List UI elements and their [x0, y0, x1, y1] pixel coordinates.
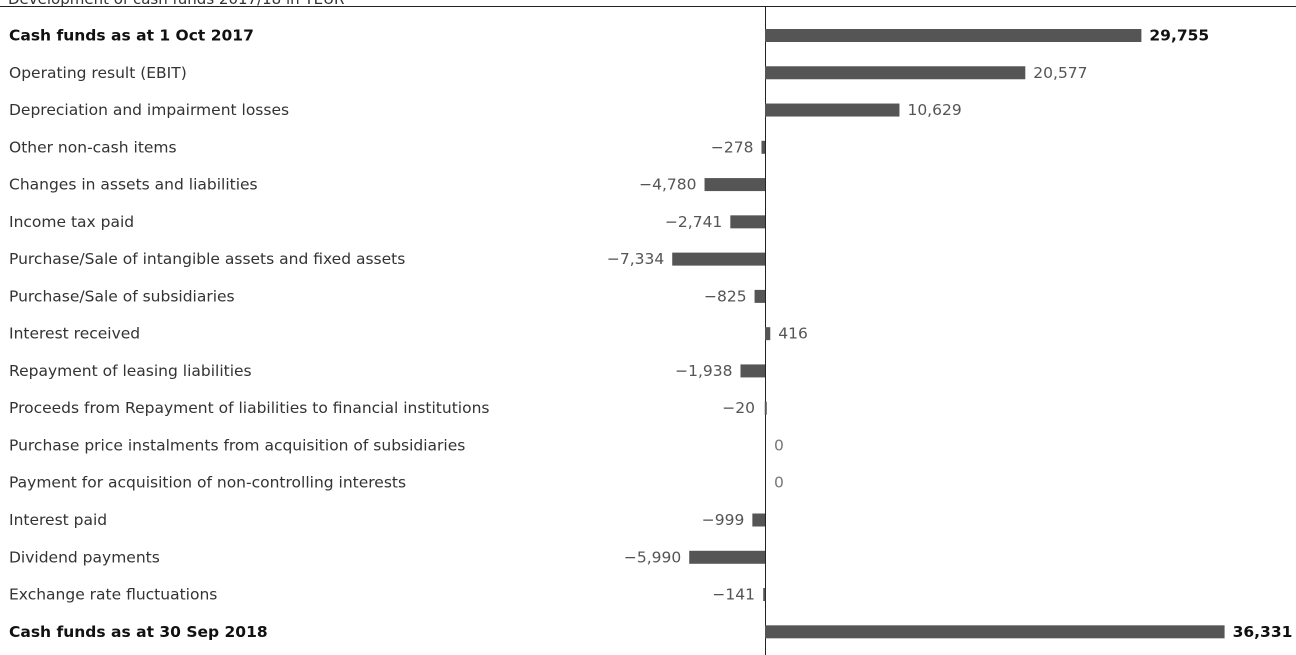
value-label: −4,780	[639, 176, 696, 194]
category-label: Income tax paid	[9, 213, 134, 231]
bar	[765, 103, 900, 117]
category-label: Depreciation and impairment losses	[9, 101, 289, 119]
category-label: Purchase price instalments from acquisit…	[9, 436, 465, 454]
value-label: 10,629	[907, 101, 961, 119]
category-label: Cash funds as at 30 Sep 2018	[9, 623, 268, 641]
category-label: Cash funds as at 1 Oct 2017	[9, 27, 254, 45]
value-label: 416	[778, 325, 808, 343]
bar	[730, 215, 765, 229]
category-label: Dividend payments	[9, 548, 160, 566]
value-label: −7,334	[607, 250, 664, 268]
bar	[672, 252, 765, 266]
value-label: −5,990	[624, 548, 681, 566]
bar	[704, 178, 765, 192]
bar	[740, 364, 765, 378]
bar	[761, 140, 765, 154]
bar	[765, 29, 1142, 42]
value-label: 29,755	[1149, 27, 1209, 45]
chart-rows: Cash funds as at 1 Oct 2017 29,755 Operati…	[9, 27, 1292, 641]
bar	[764, 401, 767, 415]
value-label: 0	[774, 436, 784, 454]
bar	[763, 588, 766, 602]
bar	[765, 327, 771, 341]
value-label: −825	[704, 287, 747, 305]
value-label: −999	[702, 511, 745, 529]
category-label: Proceeds from Repayment of liabilities t…	[9, 399, 489, 417]
chart-title: Development of cash funds 2017/18 in TEU…	[8, 0, 344, 8]
category-label: Other non-cash items	[9, 138, 177, 156]
value-label: 36,331	[1233, 623, 1293, 641]
bar	[752, 513, 765, 527]
bar	[765, 625, 1225, 639]
category-label: Interest received	[9, 325, 140, 343]
bar	[765, 66, 1026, 80]
category-label: Purchase/Sale of subsidiaries	[9, 287, 235, 305]
value-label: −2,741	[665, 213, 722, 231]
value-label: −278	[711, 138, 754, 156]
value-label: 0	[774, 474, 784, 492]
category-label: Purchase/Sale of intangible assets and f…	[9, 250, 405, 268]
category-label: Exchange rate fluctuations	[9, 586, 217, 604]
category-label: Repayment of leasing liabilities	[9, 362, 252, 380]
category-label: Interest paid	[9, 511, 107, 529]
value-label: −20	[722, 399, 755, 417]
value-label: 20,577	[1033, 64, 1087, 82]
value-label: −1,938	[675, 362, 732, 380]
bar	[689, 550, 765, 564]
bar	[754, 289, 765, 303]
value-label: −141	[712, 586, 755, 604]
category-label: Payment for acquisition of non-controlli…	[9, 474, 406, 492]
category-label: Operating result (EBIT)	[9, 64, 187, 82]
category-label: Changes in assets and liabilities	[9, 176, 258, 194]
